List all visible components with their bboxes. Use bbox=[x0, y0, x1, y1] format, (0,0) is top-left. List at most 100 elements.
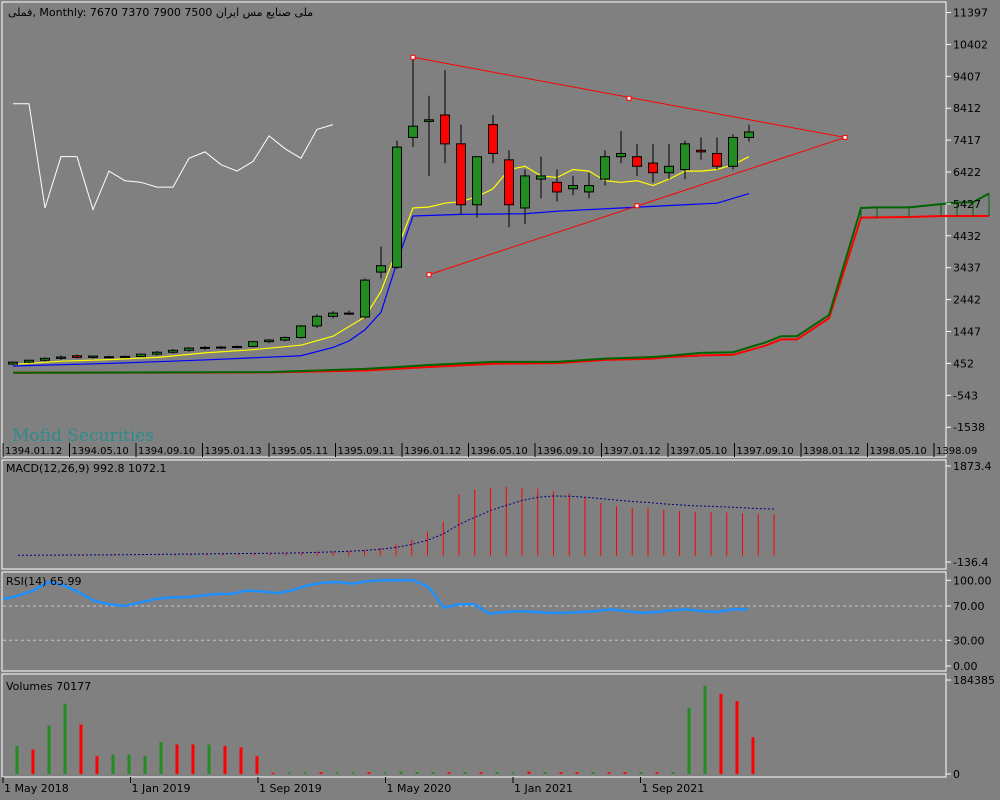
volume-bar bbox=[287, 772, 291, 774]
red-band-line bbox=[12, 214, 989, 374]
volume-axis-label: 0 bbox=[953, 768, 960, 781]
candle-body bbox=[8, 361, 18, 365]
candle-body bbox=[472, 156, 482, 206]
volume-bar bbox=[575, 772, 579, 774]
volume-bar bbox=[143, 756, 147, 774]
candle-body bbox=[616, 152, 626, 158]
volume-bar bbox=[431, 772, 435, 774]
volume-bar bbox=[447, 772, 451, 774]
rsi-pane[interactable] bbox=[2, 579, 945, 641]
green-band-line bbox=[12, 192, 990, 374]
candle-body bbox=[200, 346, 210, 349]
candle-body bbox=[504, 159, 514, 206]
volume-bar bbox=[703, 685, 707, 774]
volume-date-label: 1 Jan 2019 bbox=[132, 782, 191, 795]
candle-body bbox=[136, 353, 146, 357]
candle-body bbox=[712, 152, 722, 167]
volume-bar bbox=[15, 745, 19, 774]
volume-bar bbox=[207, 744, 211, 774]
candle-body bbox=[744, 131, 754, 138]
volume-bar bbox=[671, 772, 675, 774]
candle-body bbox=[360, 279, 370, 318]
candle-body bbox=[520, 175, 530, 209]
macd-pane[interactable] bbox=[17, 486, 775, 556]
price-axis-label: 5427 bbox=[953, 198, 981, 211]
candle-body bbox=[456, 143, 466, 206]
triangle-anchor-point bbox=[634, 203, 640, 209]
volume-pane-frame bbox=[1, 673, 947, 778]
macd-signal-line bbox=[17, 495, 775, 556]
volume-bar bbox=[335, 772, 339, 774]
candle-body bbox=[248, 341, 258, 347]
date-axis-label: 1395.05.11 bbox=[271, 446, 328, 457]
price-axis-label: 11397 bbox=[953, 7, 988, 20]
rsi-axis-label: 0.00 bbox=[953, 660, 978, 673]
price-pane[interactable] bbox=[8, 54, 990, 374]
triangle-anchor-point bbox=[426, 272, 432, 278]
volume-date-label: 1 Sep 2021 bbox=[642, 782, 705, 795]
triangle-anchor-point bbox=[410, 54, 416, 60]
volume-bar bbox=[399, 771, 403, 774]
watermark-text: Mofid Securities bbox=[12, 426, 154, 446]
candle-body bbox=[280, 336, 290, 341]
volume-pane[interactable] bbox=[15, 685, 755, 774]
volume-bar bbox=[623, 772, 627, 774]
volume-bar bbox=[463, 772, 467, 774]
candle-body bbox=[632, 156, 642, 167]
volume-bar bbox=[639, 772, 643, 774]
volume-date-label: 1 May 2020 bbox=[387, 782, 452, 795]
price-axis-label: -543 bbox=[953, 389, 978, 402]
macd-title: MACD(12,26,9) 992.8 1072.1 bbox=[6, 462, 167, 475]
candle-body bbox=[648, 162, 658, 174]
axes: 11397 10402 9407 8412 7417 6422 5427 4432 3437 24… bbox=[2, 7, 995, 795]
candle-body bbox=[72, 355, 82, 358]
volume-bar bbox=[511, 772, 515, 774]
price-axis-label: 4432 bbox=[953, 230, 981, 243]
candle-body bbox=[440, 114, 450, 145]
candle-body bbox=[584, 185, 594, 193]
rsi-axis-label: 30.00 bbox=[953, 634, 985, 647]
triangle-anchor-point bbox=[626, 95, 632, 101]
candle-body bbox=[536, 175, 546, 180]
macd-axis-label: 1873.4 bbox=[953, 460, 992, 473]
volume-axis-label: 184385 bbox=[953, 674, 995, 687]
volume-bar bbox=[687, 707, 691, 774]
volume-date-label: 1 Jan 2021 bbox=[514, 782, 573, 795]
price-axis-label: -1538 bbox=[953, 421, 985, 434]
volume-bar bbox=[191, 744, 195, 774]
volume-bar bbox=[319, 772, 323, 774]
volume-date-label: 1 May 2018 bbox=[4, 782, 69, 795]
candle-body bbox=[600, 156, 610, 180]
candle-body bbox=[120, 355, 130, 358]
date-axis-label: 1397.01.12 bbox=[604, 446, 661, 457]
candle-body bbox=[264, 339, 274, 343]
rsi-axis-label: 70.00 bbox=[953, 600, 985, 613]
date-axis-label: 1396.09.10 bbox=[537, 446, 594, 457]
price-axis-label: 8412 bbox=[953, 102, 981, 115]
volume-bar bbox=[47, 725, 51, 774]
volume-title: Volumes 70177 bbox=[6, 680, 91, 693]
date-axis-label: 1395.09.11 bbox=[338, 446, 395, 457]
candle-body bbox=[408, 125, 418, 138]
candle-body bbox=[232, 345, 242, 348]
candle-body bbox=[40, 357, 50, 361]
volume-bar bbox=[591, 772, 595, 774]
white-profile-line bbox=[13, 103, 334, 212]
date-axis-label: 1394.01.12 bbox=[5, 446, 62, 457]
date-axis-label: 1397.05.10 bbox=[670, 446, 727, 457]
volume-bar bbox=[415, 771, 419, 774]
candle-body bbox=[680, 143, 690, 170]
volume-bar bbox=[303, 772, 307, 774]
volume-bar bbox=[159, 741, 163, 774]
chart-title: فملی, Monthly: 7670 7370 7900 7500 ملی ص… bbox=[8, 6, 313, 19]
candle-body bbox=[296, 325, 306, 338]
date-axis-label: 1394.09.10 bbox=[138, 446, 195, 457]
candle-body bbox=[376, 265, 386, 273]
price-axis-label: 7417 bbox=[953, 134, 981, 147]
volume-bar bbox=[559, 772, 563, 774]
candle-body bbox=[184, 347, 194, 351]
ma-yellow-line bbox=[12, 156, 750, 366]
pane-frames bbox=[1, 1, 947, 778]
date-axis-label: 1397.09.10 bbox=[737, 446, 794, 457]
